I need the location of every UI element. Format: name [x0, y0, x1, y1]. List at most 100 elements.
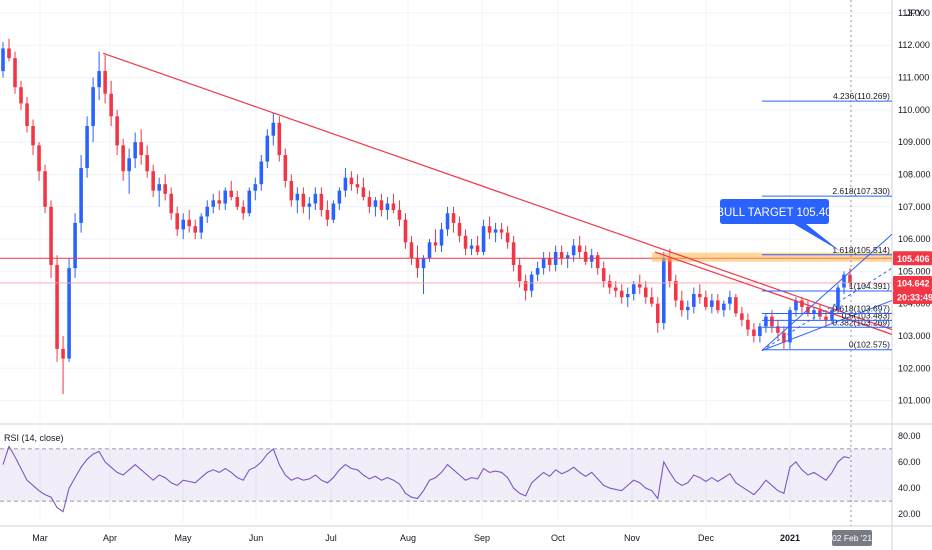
- candle-body: [680, 300, 684, 311]
- candle-body: [253, 184, 258, 191]
- price-badge-text: 104.642: [897, 278, 930, 288]
- candle-body: [451, 213, 456, 223]
- candle-body: [427, 242, 432, 259]
- candle-body: [235, 197, 240, 207]
- candle-body: [734, 297, 738, 314]
- fib-level-label: 0(102.575): [849, 340, 890, 350]
- fib-level-label: 4.236(110.269): [833, 91, 890, 101]
- rsi-band: [0, 448, 892, 502]
- candle-body: [307, 203, 312, 207]
- candle-body: [559, 252, 564, 259]
- candle-body: [758, 326, 762, 336]
- price-tick-label: 111.000: [898, 73, 929, 83]
- candle-body: [199, 216, 204, 233]
- candle-body: [43, 171, 47, 207]
- candle-body: [1, 48, 5, 72]
- candle-body: [698, 294, 702, 298]
- candle-body: [661, 258, 666, 324]
- candle-body: [565, 255, 570, 259]
- candle-body: [181, 219, 186, 230]
- candle-body: [103, 71, 107, 94]
- candle-body: [505, 232, 510, 243]
- fib-level-label: 2.618(107.330): [832, 186, 890, 196]
- price-tick-label: 109.000: [898, 137, 931, 147]
- candle-body: [115, 116, 119, 146]
- candle-body: [55, 264, 59, 349]
- rsi-title: RSI (14, close): [4, 433, 64, 443]
- price-tick-label: 101.000: [898, 396, 931, 406]
- rsi-tick-label: 80.00: [898, 431, 921, 441]
- candle-body: [782, 332, 786, 343]
- time-axis[interactable]: Mar Apr May Jun Jul Aug Sep Oct Nov Dec 2021 02 Feb…: [32, 530, 872, 546]
- candle-body: [301, 193, 306, 207]
- candle-body: [637, 284, 642, 288]
- candle-body: [722, 303, 726, 311]
- candle-body: [145, 155, 149, 172]
- candle-body: [848, 274, 852, 283]
- candle-body: [842, 274, 846, 288]
- candle-body: [367, 197, 372, 207]
- candle-body: [613, 287, 618, 291]
- candle-body: [704, 297, 708, 307]
- candle-body: [445, 213, 450, 230]
- candle-body: [61, 348, 65, 359]
- candle-body: [583, 252, 588, 262]
- candle-body: [25, 103, 29, 126]
- price-badges: 105.406 104.642 20:33:49: [893, 251, 932, 304]
- candle-body: [157, 184, 161, 191]
- candle-body: [577, 245, 582, 252]
- candle-body: [649, 297, 654, 304]
- candle-body: [7, 48, 11, 59]
- candle-body: [397, 210, 402, 220]
- candle-body: [193, 226, 198, 233]
- candle-body: [349, 177, 354, 185]
- price-tick-label: 102.000: [898, 363, 931, 373]
- candle-body: [379, 200, 384, 210]
- candle-body: [163, 184, 167, 194]
- fib-level-label: 0.382(103.269): [832, 317, 890, 327]
- candle-body: [752, 329, 756, 336]
- candle-body: [169, 193, 173, 214]
- price-tick-label: 110.000: [898, 105, 930, 115]
- price-badge: [893, 289, 932, 304]
- candle-body: [109, 93, 113, 117]
- candle-body: [205, 206, 210, 217]
- candle-body: [121, 145, 125, 172]
- candle-body: [571, 245, 576, 256]
- candle-body: [91, 87, 95, 126]
- candle-body: [187, 219, 192, 227]
- candle-body: [481, 226, 486, 252]
- candle-body: [151, 171, 155, 191]
- candle-body: [355, 184, 360, 188]
- candle-body: [517, 264, 522, 282]
- candle-body: [289, 180, 294, 201]
- candle-body: [728, 297, 732, 304]
- candle-body: [806, 306, 810, 314]
- price-tick-label: 112.000: [898, 40, 930, 50]
- candle-body: [31, 126, 35, 146]
- candle-body: [283, 155, 288, 181]
- candle-body: [439, 229, 444, 246]
- candle-body: [247, 190, 252, 214]
- candle-body: [595, 255, 600, 269]
- fib-level-label: 0.5(103.483): [842, 310, 890, 320]
- candle-body: [499, 229, 504, 233]
- candle-body: [830, 310, 834, 320]
- candle-body: [776, 326, 780, 333]
- candle-body: [643, 287, 648, 298]
- candle-body: [271, 122, 276, 136]
- candle-body: [49, 206, 53, 265]
- candle-body: [325, 210, 330, 220]
- candle-body: [475, 245, 480, 252]
- candle-body: [67, 268, 71, 359]
- currency-label: JPY: [906, 8, 923, 18]
- price-tick-label: 108.000: [898, 169, 931, 179]
- candle-body: [79, 168, 83, 223]
- candle-body: [37, 145, 41, 172]
- candle-body: [361, 187, 366, 198]
- price-badge: [893, 275, 932, 290]
- rsi-panel: RSI (14, close) 20.00 40.00 60.00 80.00: [0, 431, 921, 519]
- candle-body: [541, 258, 546, 269]
- price-axis[interactable]: JPY 101.000102.000103.000104.000105.0001…: [898, 8, 931, 406]
